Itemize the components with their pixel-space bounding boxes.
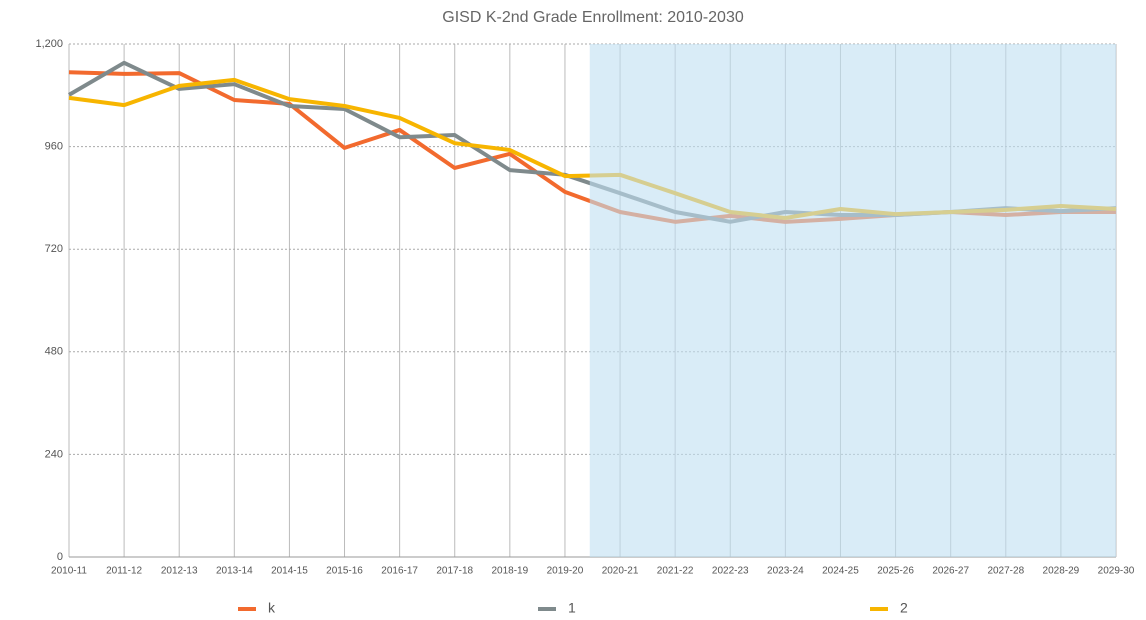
x-tick-label: 2010-11 <box>51 566 87 577</box>
projection-shade <box>589 44 1116 557</box>
x-tick-label: 2024-25 <box>822 566 859 577</box>
x-tick-label: 2029-30 <box>1098 566 1135 577</box>
x-tick-label: 2019-20 <box>547 566 584 577</box>
x-tick-label: 2027-28 <box>987 566 1024 577</box>
x-tick-label: 2013-14 <box>216 566 253 577</box>
x-tick-label: 2012-13 <box>161 566 198 577</box>
x-tick-label: 2015-16 <box>326 566 363 577</box>
x-tick-label: 2021-22 <box>657 566 694 577</box>
x-tick-label: 2028-29 <box>1043 566 1080 577</box>
x-tick-label: 2011-12 <box>106 566 142 577</box>
y-tick-label: 480 <box>45 346 63 358</box>
legend-label: 2 <box>900 600 908 616</box>
y-tick-label: 1,200 <box>35 38 63 50</box>
x-tick-label: 2023-24 <box>767 566 804 577</box>
chart-title: GISD K-2nd Grade Enrollment: 2010-2030 <box>442 9 744 26</box>
legend-label: 1 <box>568 600 576 616</box>
x-tick-label: 2026-27 <box>932 566 969 577</box>
y-tick-label: 720 <box>45 243 63 255</box>
x-tick-label: 2022-23 <box>712 566 749 577</box>
y-tick-label: 0 <box>57 551 63 563</box>
y-tick-label: 240 <box>45 448 63 460</box>
y-tick-label: 960 <box>45 141 63 153</box>
x-tick-label: 2014-15 <box>271 566 308 577</box>
x-tick-label: 2020-21 <box>602 566 639 577</box>
x-tick-label: 2016-17 <box>381 566 418 577</box>
legend-label: k <box>268 600 276 616</box>
x-tick-label: 2025-26 <box>877 566 914 577</box>
x-tick-label: 2018-19 <box>491 566 528 577</box>
x-tick-label: 2017-18 <box>436 566 473 577</box>
